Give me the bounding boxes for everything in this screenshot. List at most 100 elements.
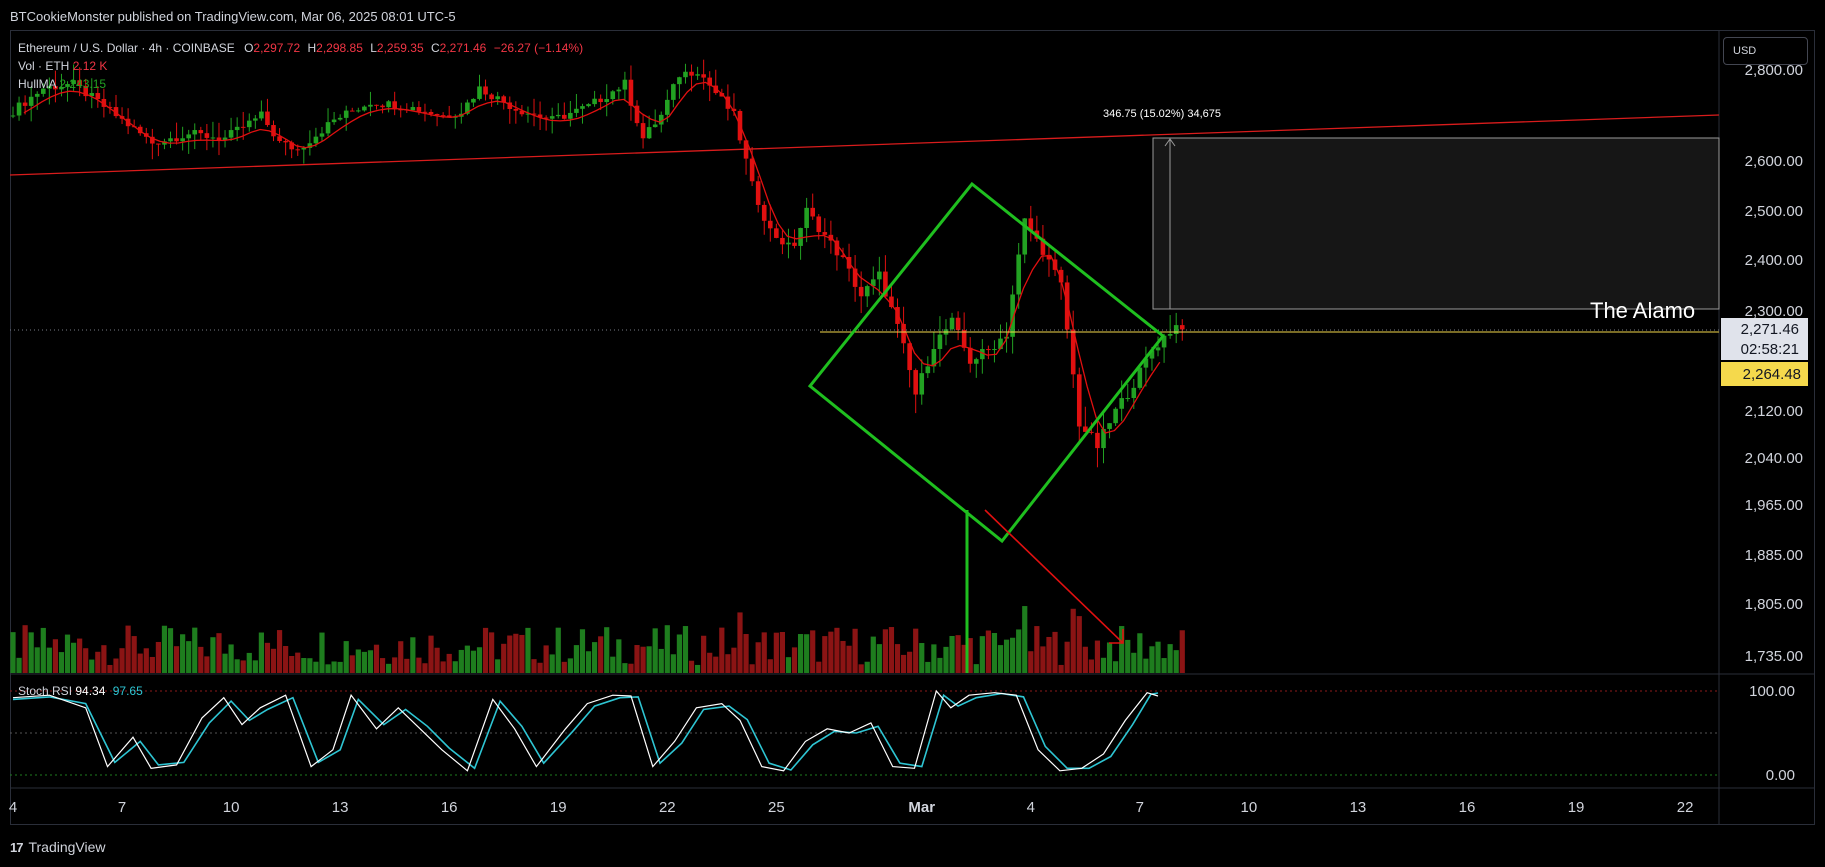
volume-bar [822,636,828,673]
candle-body [1149,350,1155,359]
volume-bar [785,657,792,673]
candle-body [34,93,40,97]
volume-bar [592,642,598,673]
volume-bar [870,636,876,673]
candle-body [1119,398,1124,409]
volume-bar [658,648,664,673]
volume-bar [446,653,452,673]
volume-bar [1034,626,1040,673]
volume-bar [373,644,380,673]
stoch-legend[interactable]: Stoch RSI 94.34 97.65 [18,684,143,698]
volume-bar [283,646,289,673]
candle-body [834,240,840,256]
candle-body [1131,387,1137,399]
time-tick-label: 19 [1568,799,1585,816]
level-price-box [1721,362,1808,386]
volume-bar [392,657,398,673]
candle-body [616,89,622,92]
candle-body [301,147,307,150]
candle-body [967,347,973,364]
time-tick-label: 4 [9,799,17,816]
time-tick-label: 13 [1350,799,1367,816]
candle-body [713,85,719,94]
candle-body [47,86,52,89]
candle-body [1010,294,1015,337]
last-price-label: 2,271.46 [1741,321,1799,338]
candle-body [168,138,173,142]
candle-body [1125,398,1131,400]
candle-body [156,143,161,145]
hull-legend[interactable]: HullMA 2,243.15 [18,77,106,91]
candle-body [240,126,246,128]
volume-bar [913,628,919,673]
volume-bar [755,642,761,673]
currency-button[interactable]: USD [1723,37,1808,65]
volume-bar [519,634,525,673]
candle-body [471,98,476,103]
volume-bar [1173,650,1179,673]
candle-body [652,124,658,128]
candle-body [792,242,797,246]
volume-bar [1003,639,1010,673]
volume-bar [40,627,46,673]
volume-bar [52,639,59,673]
volume-bar [173,646,180,673]
volume-bar [719,627,725,673]
ohlc-low-value: 2,259.35 [376,41,424,55]
time-tick-label: 22 [1677,799,1694,816]
volume-bar [1137,633,1143,673]
tradingview-logo[interactable]: 17 TradingView [10,839,106,855]
candle-body [174,138,179,142]
candle-body [549,116,555,119]
candle-body [337,117,343,120]
candle-body [774,228,779,238]
volume-bar [579,629,586,673]
candle-body [961,330,967,348]
volume-bar [991,632,998,673]
candle-body [677,77,682,85]
candle-body [40,88,46,94]
chart-frame[interactable] [10,30,1815,825]
time-axis: 4 7 10 13 16 19 22 25 Mar 4 7 10 13 16 19 22 [9,799,1694,816]
volume-legend[interactable]: Vol · ETH 2.12 K [18,59,107,73]
volume-bar [1131,652,1137,673]
candle-body [204,133,210,138]
volume-bar [101,645,107,673]
volume-bar [622,663,628,673]
ohlc-low-label: L [370,41,377,55]
hull-label: HullMA [18,77,57,91]
candle-body [253,118,258,121]
volume-bar [149,656,155,673]
volume-layer [10,606,1185,673]
volume-bar [937,657,943,673]
countdown-label: 02:58:21 [1741,341,1799,358]
time-tick-label: 16 [1459,799,1476,816]
time-tick-label: 25 [768,799,785,816]
volume-bar [973,664,979,673]
volume-bar [228,644,234,673]
candle-body [113,107,119,117]
candle-body [289,142,294,150]
volume-bar [1082,646,1088,673]
candle-body [755,181,761,205]
candle-body [1089,431,1094,433]
candle-body [1113,408,1118,424]
volume-bar [240,660,246,673]
volume-bar [416,657,422,673]
volume-bar [361,651,367,673]
time-tick-label: 4 [1027,799,1035,816]
volume-bar [531,659,537,673]
candle-body [634,105,640,124]
volume-bar [961,644,967,673]
candle-body [901,323,906,344]
alamo-annotation: The Alamo [1590,298,1695,323]
symbol-legend[interactable]: Ethereum / U.S. Dollar · 4h · COINBASE O… [18,41,583,55]
candle-body [804,207,809,228]
candle-body [1058,269,1064,283]
candle-body [1016,254,1021,295]
candle-body [89,93,95,97]
volume-bar [900,654,907,673]
volume-bar [313,661,319,673]
price-tick-label: 2,400.00 [1745,252,1803,269]
